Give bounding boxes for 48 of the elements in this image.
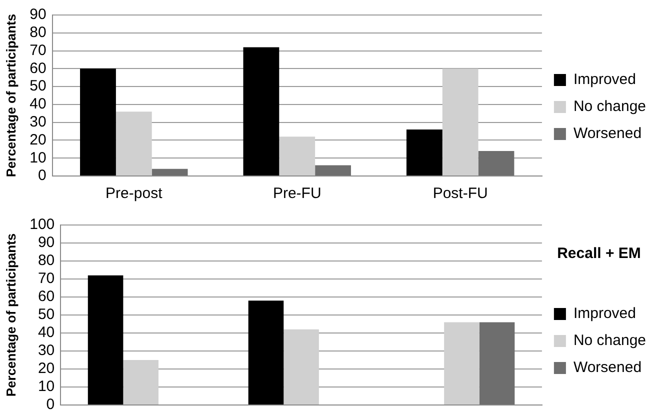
legend-label: Worsened bbox=[573, 125, 642, 142]
bar bbox=[315, 165, 351, 176]
y-tick-label: 10 bbox=[30, 149, 46, 166]
y-tick-label: 70 bbox=[38, 270, 55, 288]
y-tick-label: 40 bbox=[30, 96, 46, 113]
y-tick-label: 0 bbox=[46, 396, 55, 414]
bar bbox=[284, 329, 319, 404]
bar bbox=[123, 360, 158, 404]
bar bbox=[116, 112, 152, 176]
y-tick-label: 40 bbox=[38, 324, 55, 342]
bar bbox=[479, 322, 515, 404]
y-tick-label: 90 bbox=[38, 234, 55, 252]
y-tick-label: 30 bbox=[38, 342, 55, 360]
y-tick-label: 100 bbox=[30, 216, 55, 234]
y-tick-label: 80 bbox=[38, 252, 55, 270]
x-tick-label: Post-FU bbox=[432, 185, 488, 202]
y-tick-label: 90 bbox=[30, 6, 46, 24]
y-tick-label: 50 bbox=[30, 78, 46, 95]
x-tick-label: Pre-FU bbox=[272, 185, 322, 202]
bar bbox=[279, 136, 316, 176]
y-tick-label: 20 bbox=[30, 131, 46, 148]
y-axis-title: Percentage of participants bbox=[3, 233, 18, 397]
bar bbox=[442, 68, 478, 176]
legend-label: No change bbox=[573, 332, 646, 350]
bar bbox=[88, 275, 124, 404]
legend-label: Improved bbox=[573, 305, 636, 322]
bar bbox=[243, 47, 280, 176]
legend-title: Recall + EM bbox=[557, 245, 641, 262]
bar bbox=[406, 129, 442, 176]
y-tick-label: 50 bbox=[38, 306, 55, 324]
y-tick-label: 80 bbox=[30, 24, 46, 42]
legend-label: Worsened bbox=[573, 359, 642, 376]
bar bbox=[152, 168, 188, 176]
bar bbox=[80, 68, 116, 176]
y-tick-label: 20 bbox=[38, 360, 55, 378]
y-tick-label: 70 bbox=[30, 42, 46, 59]
y-axis-title: Percentage of participants bbox=[3, 14, 18, 178]
x-tick-label: Pre-post bbox=[106, 185, 164, 202]
bar bbox=[444, 322, 480, 404]
y-tick-label: 60 bbox=[30, 60, 46, 77]
y-tick-label: 10 bbox=[38, 378, 55, 396]
legend-label: Improved bbox=[573, 71, 636, 88]
y-tick-label: 60 bbox=[38, 288, 55, 306]
y-tick-label: 0 bbox=[38, 167, 46, 184]
bar bbox=[478, 150, 514, 176]
bar bbox=[248, 300, 284, 404]
legend-label: No change bbox=[573, 98, 646, 116]
y-tick-label: 30 bbox=[30, 113, 46, 130]
